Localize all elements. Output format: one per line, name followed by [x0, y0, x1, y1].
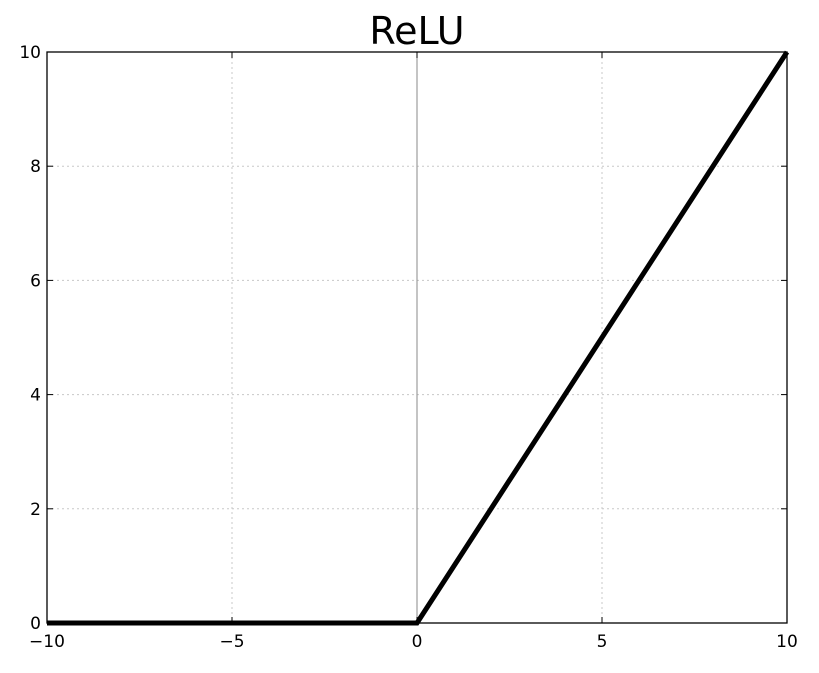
x-tick-label: 5	[597, 632, 608, 652]
x-tick-label: 0	[412, 632, 423, 652]
chart-title: ReLU	[369, 9, 464, 53]
x-tick-label: −10	[29, 632, 65, 652]
y-tick-label: 6	[30, 271, 41, 291]
x-tick-label: 10	[776, 632, 798, 652]
y-tick-label: 10	[19, 43, 41, 63]
y-tick-label: 2	[30, 500, 41, 520]
x-tick-label: −5	[219, 632, 244, 652]
y-axis-tick-labels: 0 2 4 6 8 10	[19, 43, 41, 634]
axis-ticks	[46, 51, 788, 624]
x-axis-tick-labels: −10 −5 0 5 10	[29, 632, 798, 652]
y-tick-label: 8	[30, 157, 41, 177]
y-tick-label: 0	[30, 614, 41, 634]
y-tick-label: 4	[30, 386, 41, 406]
